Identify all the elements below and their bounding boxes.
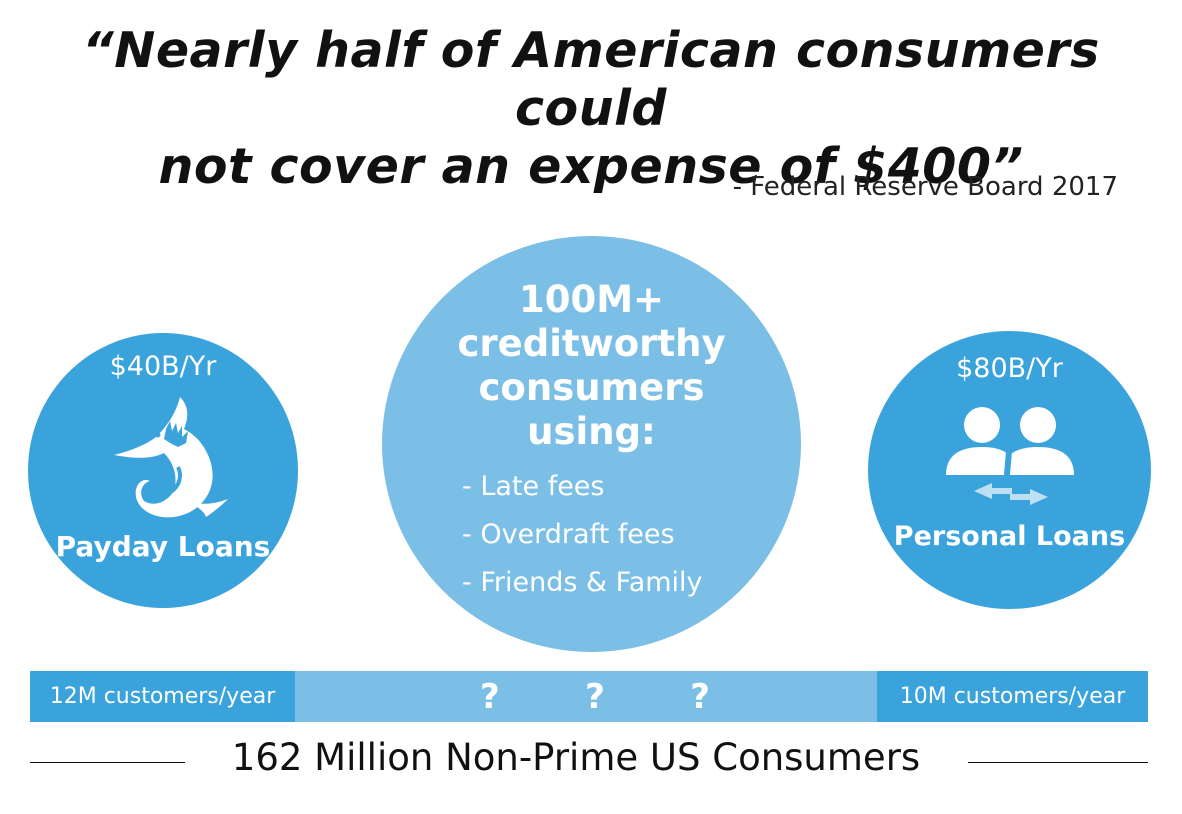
- people-exchange-icon: [946, 407, 1074, 505]
- payday-amount: $40B/Yr: [109, 351, 217, 382]
- center-title-line: consumers: [478, 366, 705, 409]
- personal-amount: $80B/Yr: [956, 353, 1063, 384]
- question-mark: ?: [690, 676, 710, 717]
- quote-source: - Federal Reserve Board 2017: [732, 172, 1118, 202]
- center-title-line: 100M+: [518, 278, 665, 321]
- customers-bar: 12M customers/year ? ? ? 10M customers/y…: [30, 671, 1148, 722]
- divider-right: [968, 762, 1148, 763]
- quote-line-1: “Nearly half of American consumers could: [82, 22, 1100, 137]
- question-mark: ?: [480, 676, 500, 717]
- center-title-line: creditworthy: [457, 322, 726, 365]
- payday-customers: 12M customers/year: [30, 671, 295, 722]
- creditworthy-consumers-circle: 100M+ creditworthy consumers using: - La…: [382, 236, 801, 652]
- shark-icon: [114, 397, 228, 518]
- divider-left: [30, 762, 185, 763]
- payday-loans-circle: $40B/Yr Payday Loans: [28, 333, 298, 608]
- center-title-line: using:: [527, 410, 656, 453]
- personal-loan-customers: 10M customers/year: [877, 671, 1148, 722]
- quote-line-2: not cover an expense of $400”: [158, 138, 1024, 195]
- total-consumers-label: 162 Million Non-Prime US Consumers: [231, 736, 921, 779]
- personal-loans-circle: $80B/Yr Personal Loans: [868, 331, 1151, 609]
- center-title: 100M+ creditworthy consumers using:: [382, 278, 801, 454]
- unknown-customers: ? ? ?: [480, 671, 710, 722]
- payday-label: Payday Loans: [55, 530, 271, 563]
- question-mark: ?: [585, 676, 605, 717]
- headline-quote: “Nearly half of American consumers could…: [0, 22, 1182, 196]
- list-item: - Friends & Family: [462, 567, 703, 598]
- list-item: - Overdraft fees: [462, 519, 675, 550]
- alternatives-list: - Late fees - Overdraft fees - Friends &…: [462, 463, 703, 607]
- list-item: - Late fees: [462, 471, 605, 502]
- personal-label: Personal Loans: [893, 521, 1126, 552]
